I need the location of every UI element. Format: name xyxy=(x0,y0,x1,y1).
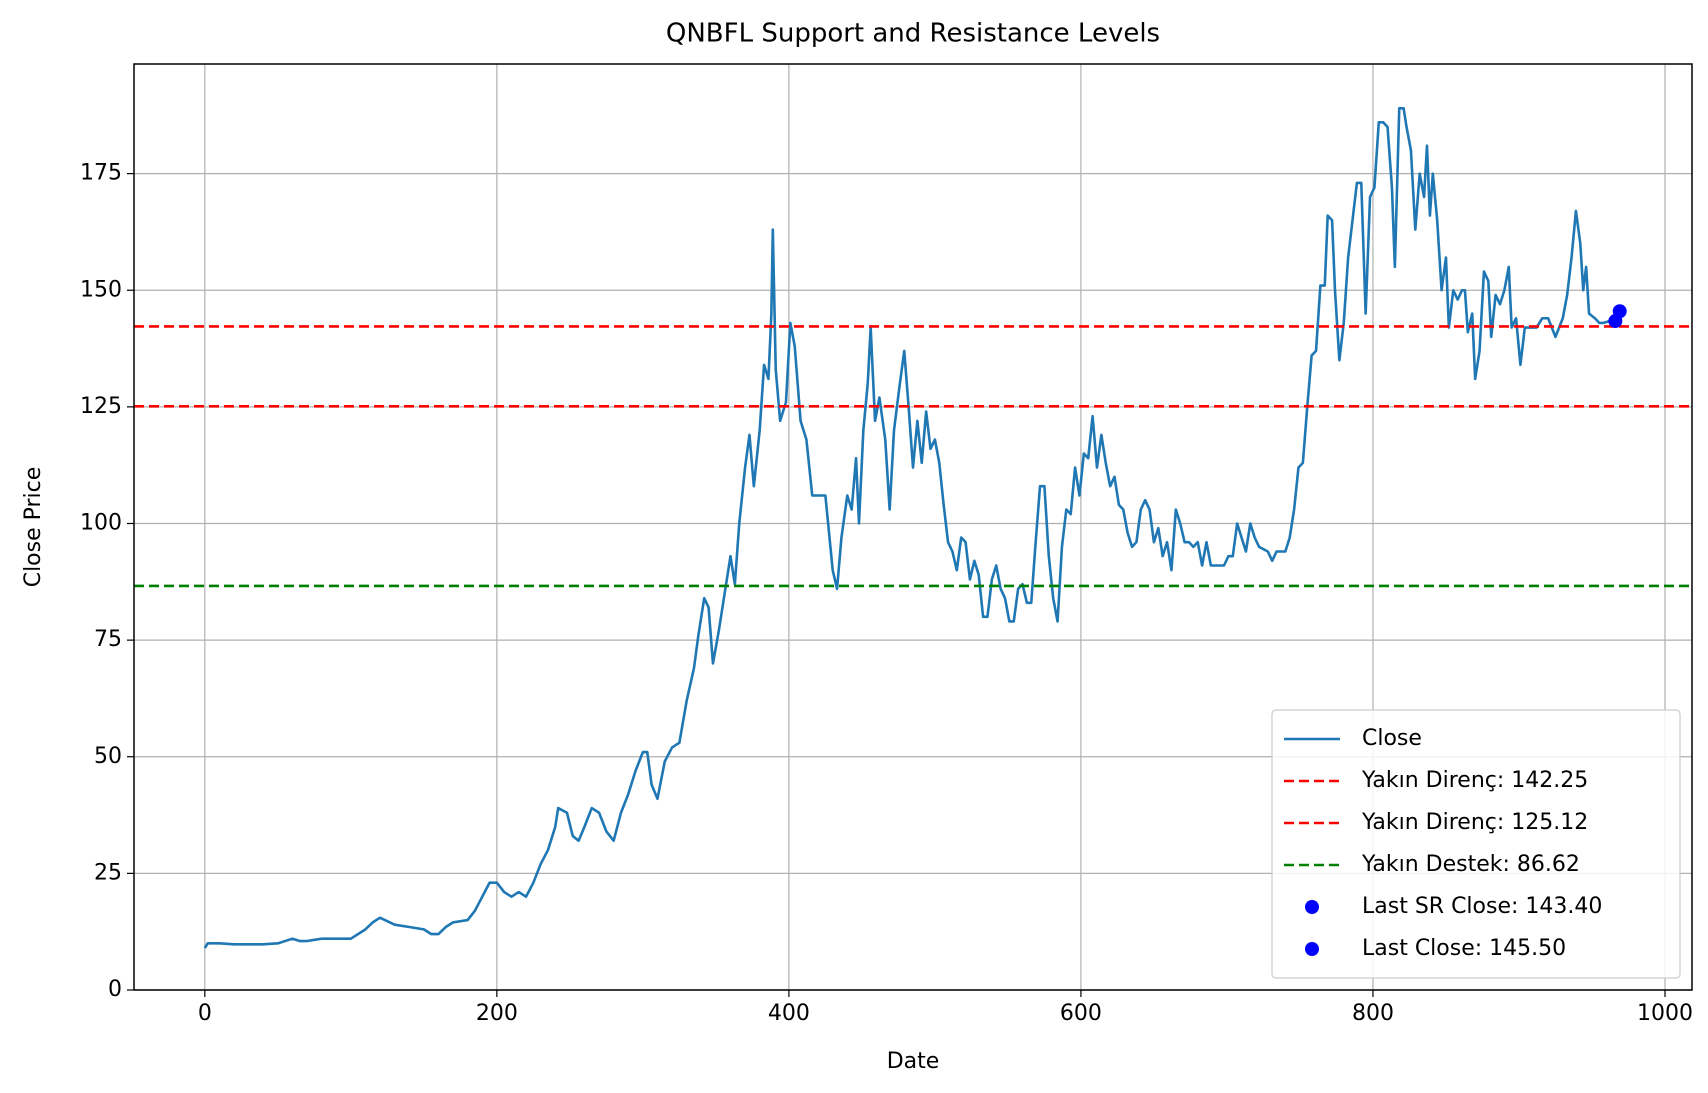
y-tick-label: 0 xyxy=(108,977,122,1002)
x-tick-label: 1000 xyxy=(1637,1001,1693,1026)
y-tick-label: 150 xyxy=(80,277,122,302)
y-tick-label: 100 xyxy=(80,511,122,536)
legend-label: Yakın Direnç: 125.12 xyxy=(1361,810,1588,835)
y-tick-label: 75 xyxy=(94,627,122,652)
x-tick-label: 800 xyxy=(1352,1001,1394,1026)
legend-label: Close xyxy=(1362,726,1422,751)
x-tick-label: 200 xyxy=(476,1001,518,1026)
x-axis-label: Date xyxy=(887,1049,940,1074)
y-tick-label: 25 xyxy=(94,860,122,885)
chart-title: QNBFL Support and Resistance Levels xyxy=(666,19,1160,49)
legend-label: Yakın Direnç: 142.25 xyxy=(1361,768,1588,793)
legend-label: Last SR Close: 143.40 xyxy=(1362,894,1602,919)
y-tick-label: 125 xyxy=(80,394,122,419)
x-tick-label: 600 xyxy=(1060,1001,1102,1026)
legend-box xyxy=(1271,709,1681,979)
close-line xyxy=(203,107,1621,949)
plot-frame xyxy=(133,63,1693,991)
y-tick-label: 50 xyxy=(94,744,122,769)
legend-marker xyxy=(1305,942,1319,956)
x-tick-label: 0 xyxy=(198,1001,212,1026)
legend-label: Last Close: 145.50 xyxy=(1362,936,1566,961)
y-axis-label: Close Price xyxy=(21,467,46,588)
point xyxy=(1612,304,1627,319)
x-tick-label: 400 xyxy=(768,1001,810,1026)
y-tick-label: 175 xyxy=(80,161,122,186)
legend-marker xyxy=(1305,900,1319,914)
legend-label: Yakın Destek: 86.62 xyxy=(1361,852,1580,877)
